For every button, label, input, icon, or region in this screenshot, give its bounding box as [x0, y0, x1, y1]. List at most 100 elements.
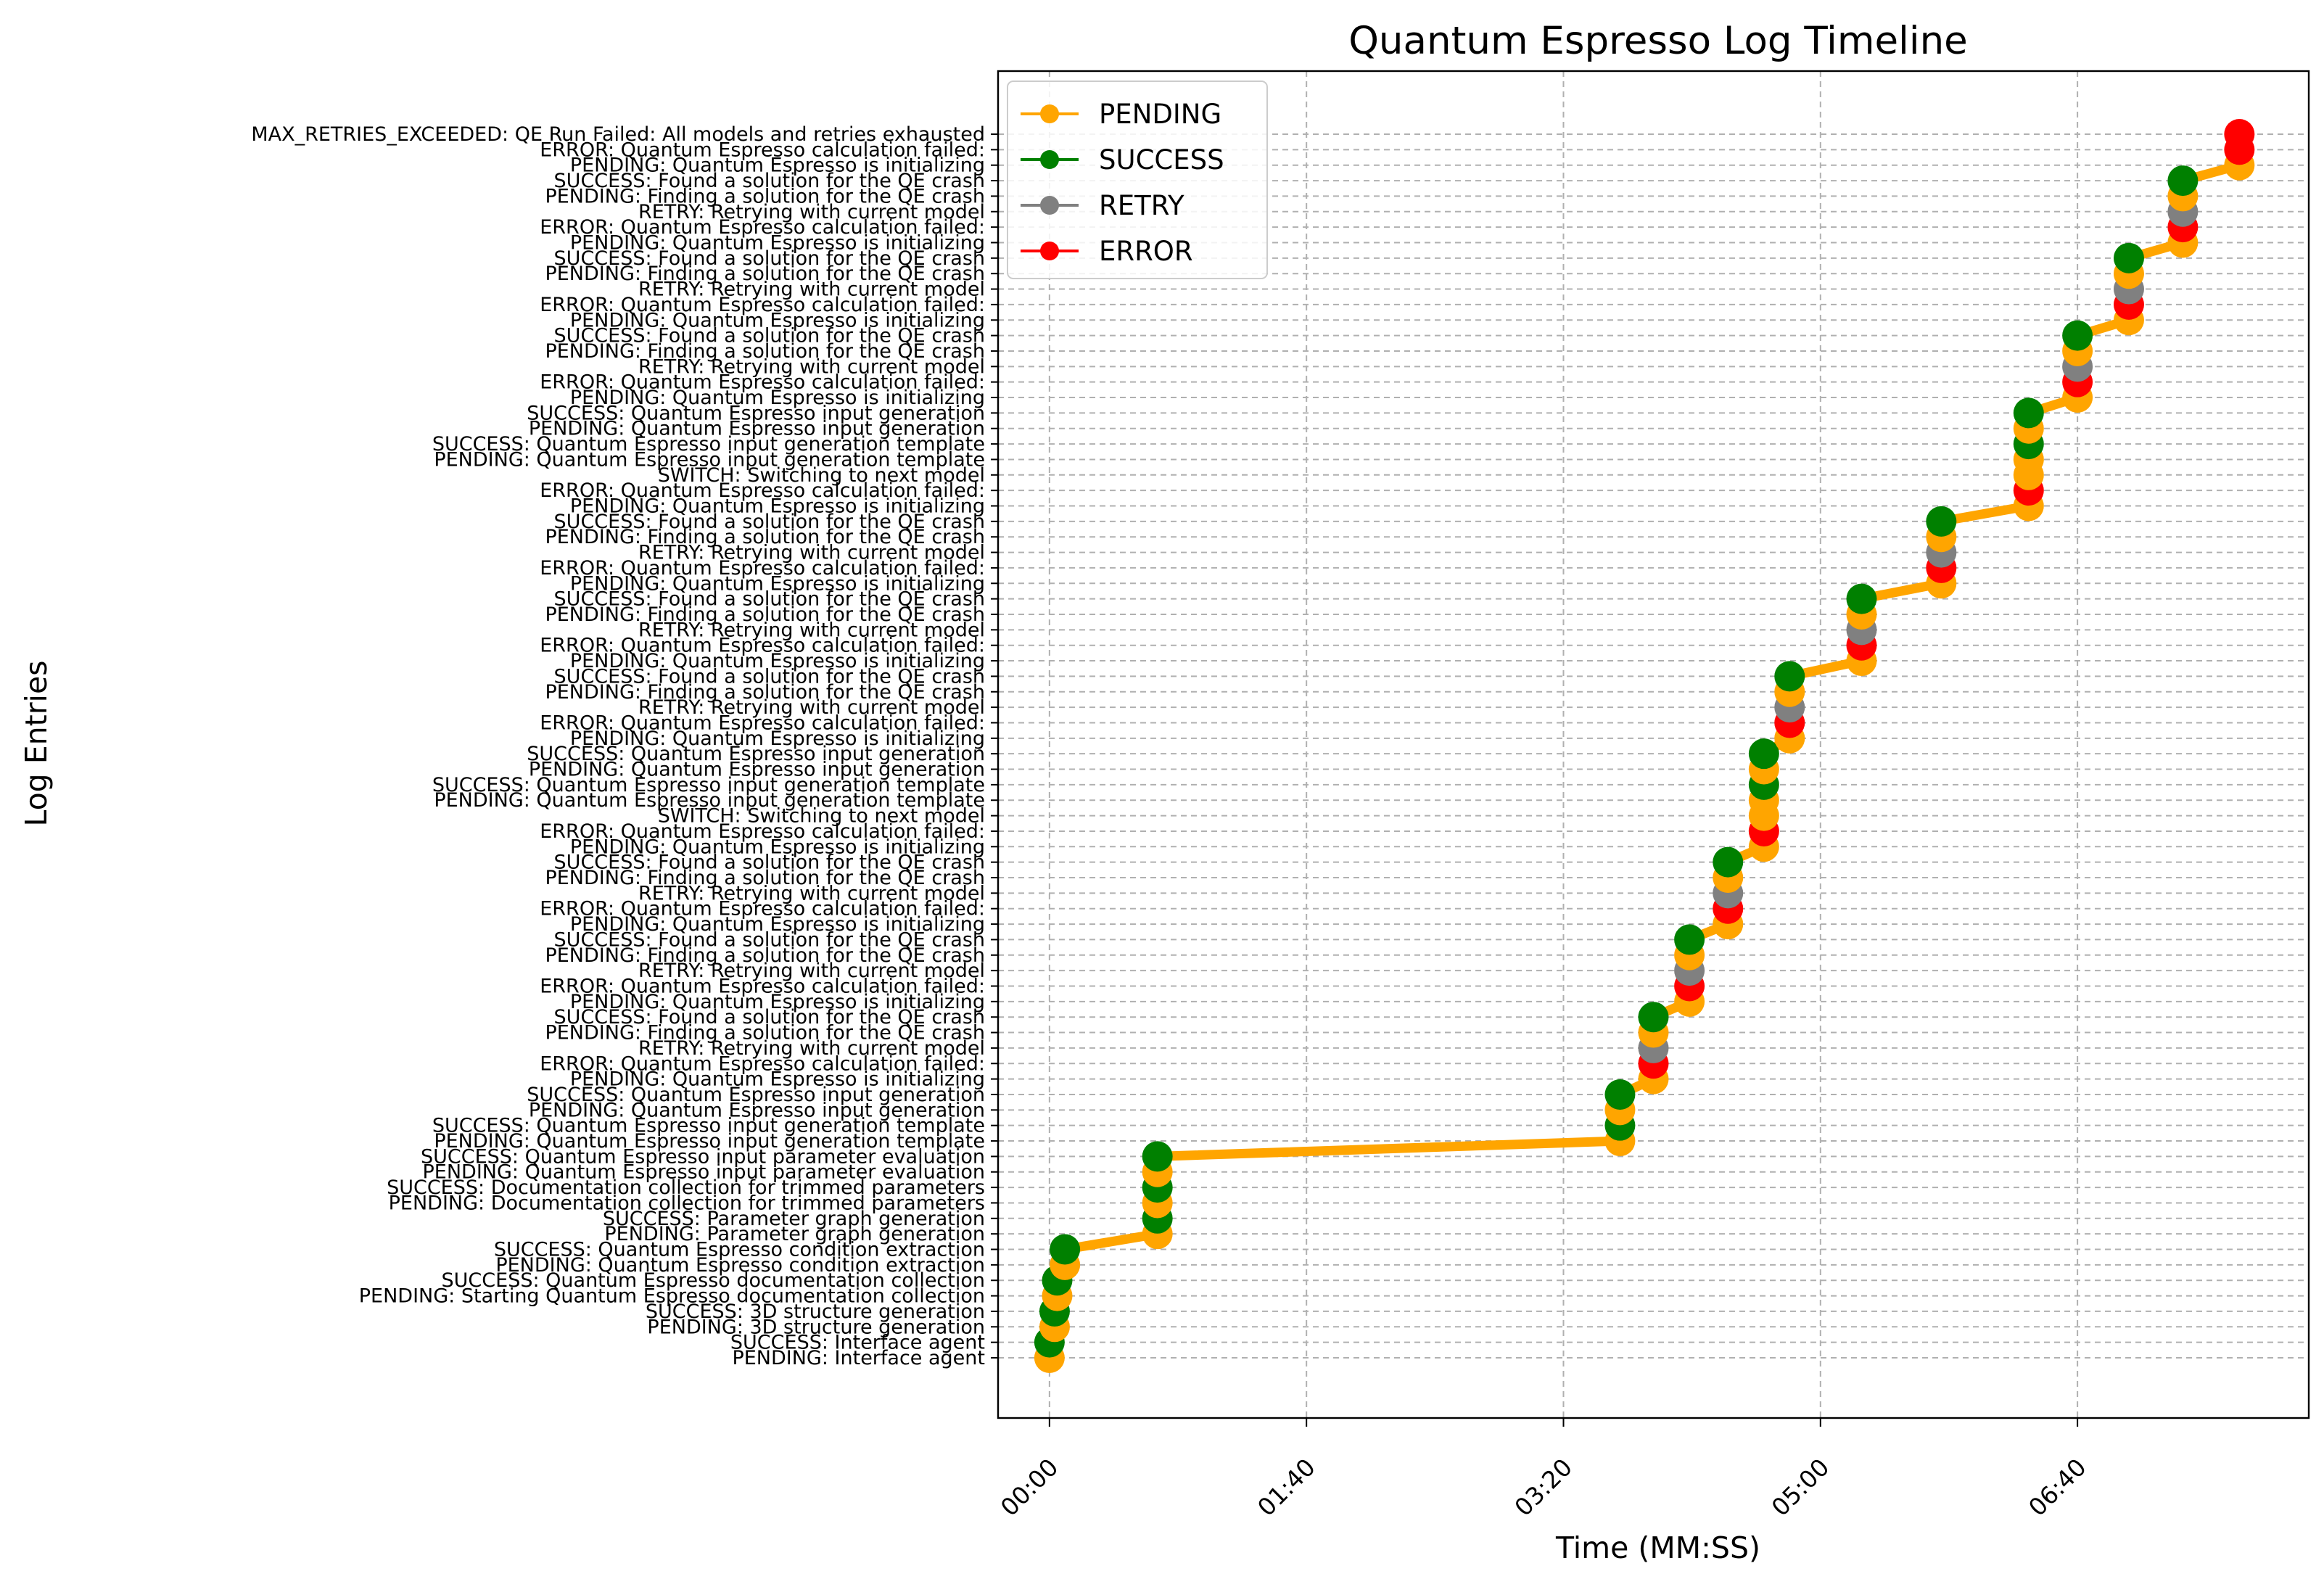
- y-tick-label: PENDING: Interface agent: [732, 1347, 985, 1369]
- y-tick-label: SUCCESS: Quantum Espresso documentation …: [442, 1269, 985, 1292]
- y-tick-label: ERROR: Quantum Espresso calculation fail…: [540, 820, 985, 843]
- y-tick-label: ERROR: Quantum Espresso calculation fail…: [540, 557, 985, 580]
- y-tick-label: ERROR: Quantum Espresso calculation fail…: [540, 712, 985, 734]
- y-tick-label: RETRY: Retrying with current model: [638, 201, 985, 223]
- y-tick-label: PENDING: Quantum Espresso is initializin…: [570, 495, 985, 518]
- legend-label: RETRY: [1099, 190, 1184, 221]
- legend-marker: [1040, 150, 1059, 169]
- y-tick-label: RETRY: Retrying with current model: [638, 1037, 985, 1060]
- y-tick-label: SUCCESS: Found a solution for the QE cra…: [554, 1006, 985, 1029]
- y-tick-label: RETRY: Retrying with current model: [638, 355, 985, 378]
- y-tick-label: SUCCESS: Quantum Espresso input paramete…: [421, 1145, 985, 1168]
- log-entry-marker: [1604, 1079, 1636, 1110]
- y-tick-label: SUCCESS: Found a solution for the QE cra…: [554, 247, 985, 270]
- y-tick-label: ERROR: Quantum Espresso calculation fail…: [540, 635, 985, 657]
- log-entry-marker: [1926, 506, 1957, 537]
- log-entry-marker: [2013, 397, 2044, 429]
- y-tick-label: SUCCESS: 3D structure generation: [646, 1300, 985, 1323]
- y-tick-label: PENDING: Parameter graph generation: [604, 1223, 985, 1245]
- legend-marker: [1040, 242, 1059, 260]
- y-tick-label: ERROR: Quantum Espresso calculation fail…: [540, 216, 985, 239]
- legend-label: ERROR: [1099, 236, 1193, 267]
- y-tick-label: PENDING: Quantum Espresso input generati…: [529, 1099, 985, 1121]
- y-tick-label: ERROR: Quantum Espresso calculation fail…: [540, 898, 985, 920]
- y-tick-label: PENDING: Finding a solution for the QE c…: [545, 263, 985, 285]
- y-tick-label: SUCCESS: Quantum Espresso input generati…: [527, 743, 985, 765]
- y-tick-label: SUCCESS: Quantum Espresso condition extr…: [494, 1239, 985, 1261]
- y-tick-label: ERROR: Quantum Espresso calculation fail…: [540, 371, 985, 394]
- y-tick-label: PENDING: Quantum Espresso is initializin…: [570, 913, 985, 936]
- y-tick-label: PENDING: Quantum Espresso input generati…: [434, 448, 985, 471]
- grid-lines: [998, 71, 2309, 1418]
- y-tick-label: PENDING: Quantum Espresso input generati…: [529, 418, 985, 440]
- legend-box: [1007, 81, 1268, 279]
- log-entry-marker: [1142, 1141, 1173, 1172]
- y-tick-label: ERROR: Quantum Espresso calculation fail…: [540, 1052, 985, 1075]
- y-tick-label: RETRY: Retrying with current model: [638, 542, 985, 564]
- y-tick-label: PENDING: Finding a solution for the QE c…: [545, 681, 985, 704]
- y-tick-label: SUCCESS: Quantum Espresso input generati…: [527, 1084, 985, 1106]
- plot-frame: [997, 70, 2310, 1419]
- y-tick-label: PENDING: Quantum Espresso input generati…: [529, 759, 985, 781]
- y-tick-label: SWITCH: Switching to next model: [658, 805, 985, 828]
- y-tick-label: SUCCESS: Found a solution for the QE cra…: [554, 928, 985, 951]
- y-tick-label: PENDING: Finding a solution for the QE c…: [545, 867, 985, 889]
- y-tick-label: SUCCESS: Found a solution for the QE cra…: [554, 852, 985, 874]
- log-entry-marker: [1674, 924, 1705, 955]
- y-tick-label: PENDING: Quantum Espresso is initializin…: [570, 1068, 985, 1091]
- log-entry-marker: [1050, 1234, 1081, 1265]
- y-tick-label: SWITCH: Switching to next model: [658, 464, 985, 487]
- legend-marker: [1040, 196, 1059, 215]
- y-tick-label: SUCCESS: Documentation collection for tr…: [387, 1176, 985, 1199]
- log-entry-marker: [2062, 320, 2093, 351]
- y-tick-label: SUCCESS: Quantum Espresso input generati…: [432, 774, 985, 796]
- log-entry-marker: [1846, 583, 1877, 614]
- y-tick-label: SUCCESS: Quantum Espresso input generati…: [432, 1115, 985, 1137]
- y-tick-label: PENDING: Quantum Espresso is initializin…: [570, 387, 985, 409]
- timeline-segment: [1153, 1136, 1625, 1161]
- y-tick-label: PENDING: Quantum Espresso is initializin…: [570, 650, 985, 672]
- y-tick-label: PENDING: Quantum Espresso input paramete…: [423, 1161, 986, 1184]
- y-axis-label: Log Entries: [19, 660, 54, 826]
- y-tick-label: PENDING: Finding a solution for the QE c…: [545, 1022, 985, 1044]
- log-entry-marker: [1638, 1002, 1669, 1033]
- y-tick-label: PENDING: Quantum Espresso is initializin…: [570, 309, 985, 331]
- log-entry-marker: [1774, 661, 1805, 692]
- y-tick-label: PENDING: Quantum Espresso is initializin…: [570, 154, 985, 177]
- y-tick-label: PENDING: Quantum Espresso condition extr…: [495, 1254, 985, 1277]
- chart-title: Quantum Espresso Log Timeline: [1348, 19, 1968, 63]
- log-entry-marker: [2167, 165, 2199, 197]
- y-tick-label: RETRY: Retrying with current model: [638, 882, 985, 904]
- y-tick-label: RETRY: Retrying with current model: [638, 696, 985, 719]
- y-tick-label: PENDING: Quantum Espresso input generati…: [434, 789, 985, 812]
- y-tick-label: SUCCESS: Quantum Espresso input generati…: [527, 402, 985, 424]
- y-tick-label: PENDING: Documentation collection for tr…: [389, 1192, 985, 1214]
- y-tick-label: ERROR: Quantum Espresso calculation fail…: [540, 139, 985, 161]
- log-entry-marker: [2113, 242, 2144, 273]
- log-entry-marker: [1713, 846, 1744, 878]
- y-tick-label: MAX_RETRIES_EXCEEDED: QE Run Failed: All…: [251, 123, 985, 146]
- y-tick-label: PENDING: Finding a solution for the QE c…: [545, 603, 985, 626]
- legend: PENDING SUCCESS RETRY ERROR: [1007, 81, 1268, 279]
- legend-marker: [1040, 104, 1059, 123]
- timeline-markers: [1034, 119, 2255, 1373]
- y-tick-label: SUCCESS: Parameter graph generation: [603, 1208, 985, 1230]
- y-tick-label: ERROR: Quantum Espresso calculation fail…: [540, 479, 985, 502]
- legend-label: PENDING: [1099, 99, 1221, 130]
- y-tick-label: PENDING: Finding a solution for the QE c…: [545, 340, 985, 363]
- y-tick-label: PENDING: Quantum Espresso input generati…: [434, 1130, 985, 1153]
- y-tick-label: PENDING: Starting Quantum Espresso docum…: [359, 1285, 985, 1308]
- x-axis-label: Time (MM:SS): [1555, 1530, 1760, 1565]
- y-tick-label: SUCCESS: Found a solution for the QE cra…: [554, 511, 985, 533]
- legend-label: SUCCESS: [1099, 144, 1224, 176]
- y-tick-label: SUCCESS: Quantum Espresso input generati…: [432, 433, 985, 456]
- y-tick-label: PENDING: Quantum Espresso is initializin…: [570, 836, 985, 858]
- y-tick-label: PENDING: Quantum Espresso is initializin…: [570, 572, 985, 595]
- y-tick-label: ERROR: Quantum Espresso calculation fail…: [540, 294, 985, 316]
- y-tick-label: PENDING: Quantum Espresso is initializin…: [570, 231, 985, 254]
- timeline-segment: [1060, 1229, 1163, 1255]
- y-tick-label: ERROR: Quantum Espresso calculation fail…: [540, 975, 985, 997]
- y-tick-label: SUCCESS: Found a solution for the QE cra…: [554, 588, 985, 611]
